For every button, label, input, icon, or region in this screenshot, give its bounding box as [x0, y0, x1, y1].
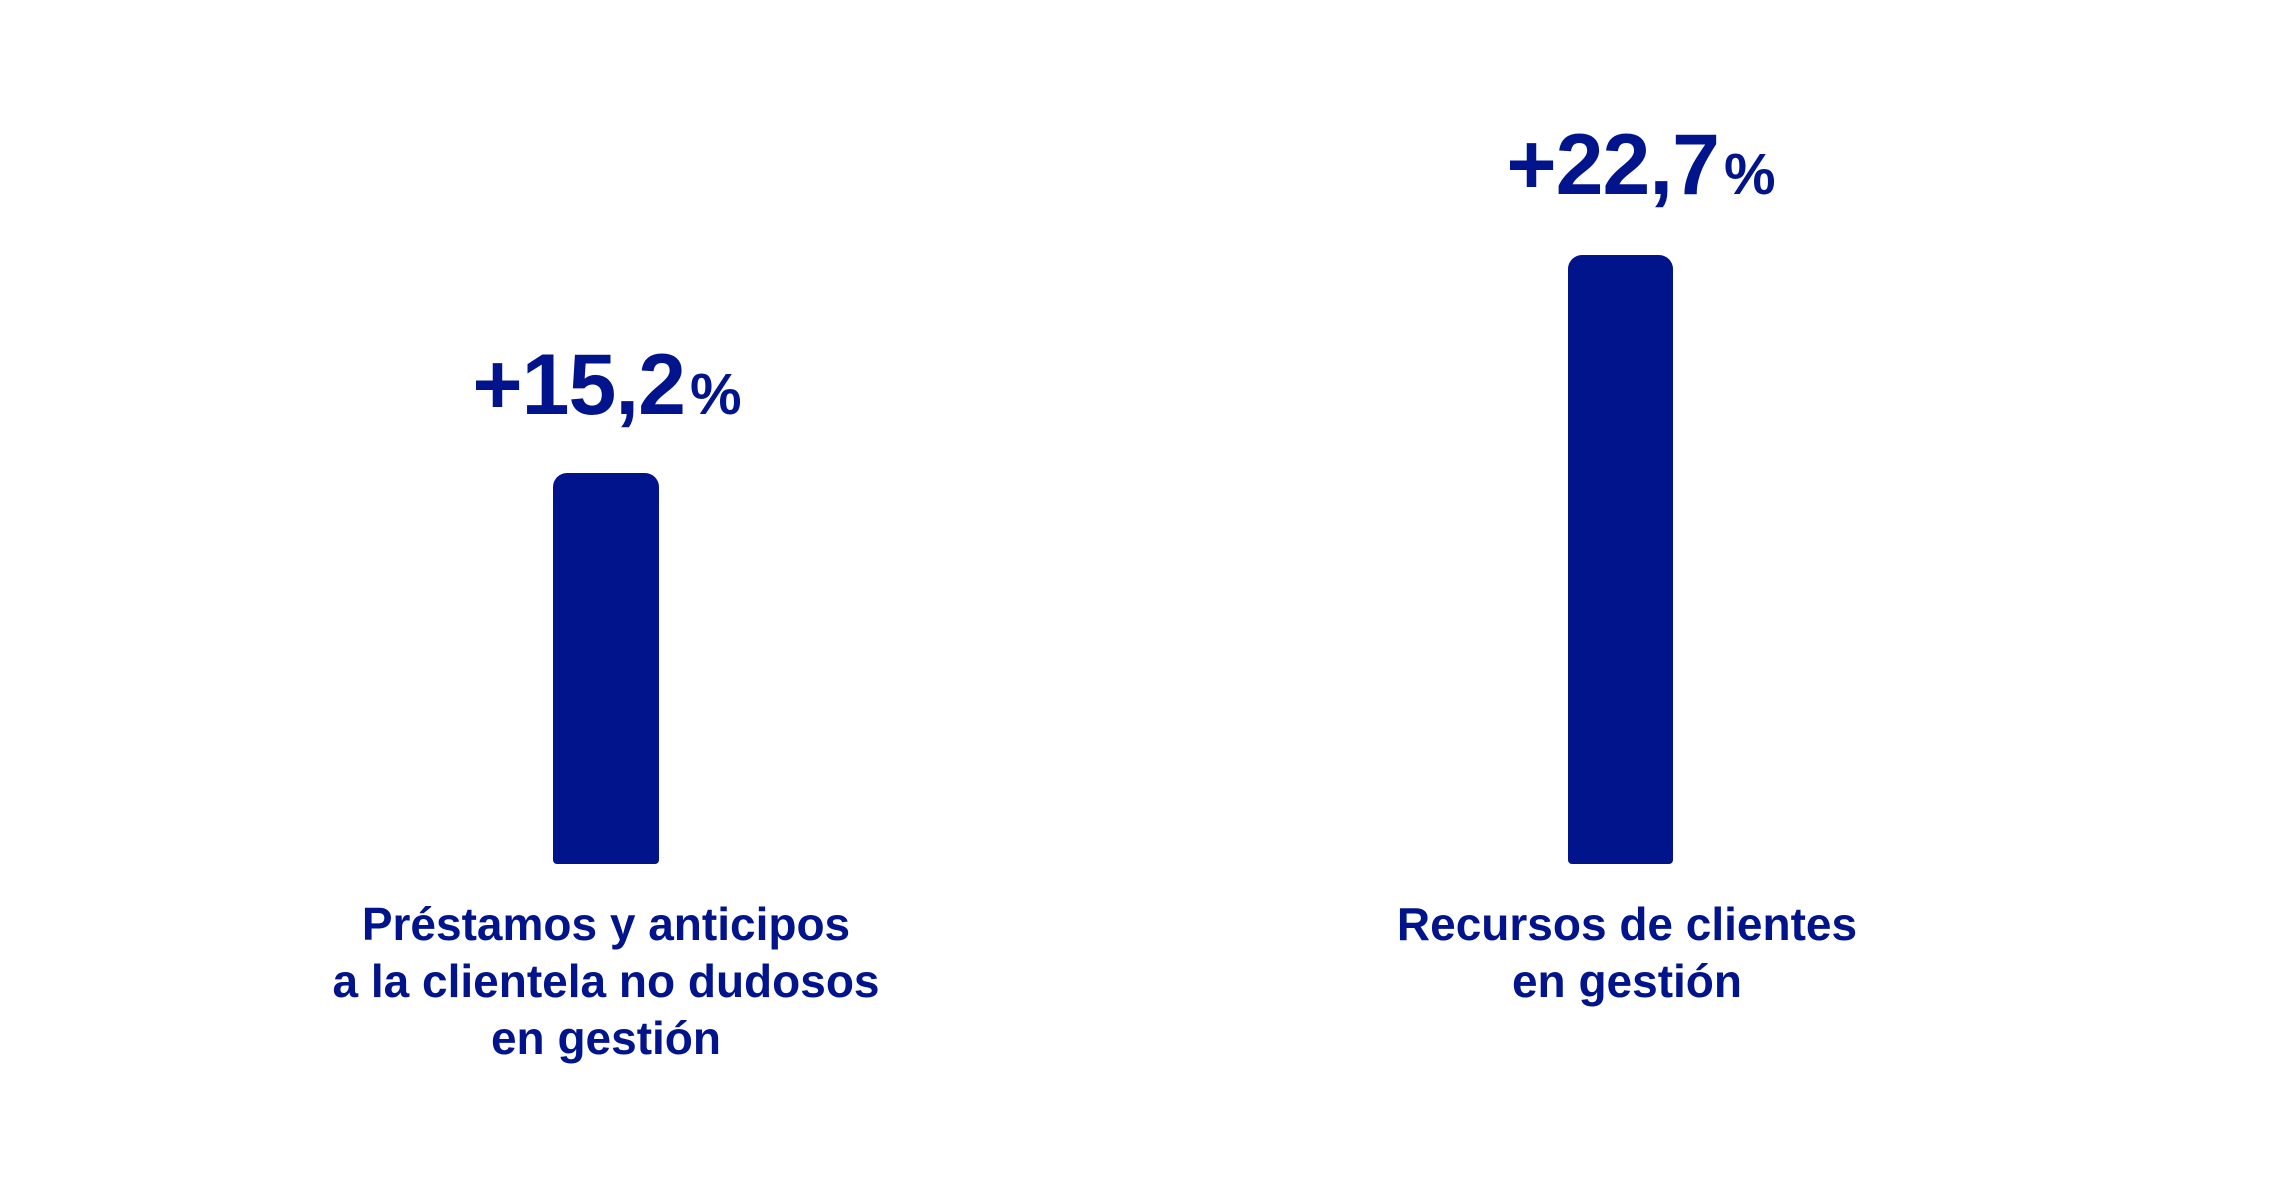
label-line-2: en gestión	[1511, 955, 1743, 1007]
label-line-3: en gestión	[490, 1012, 722, 1064]
percent-sign-resources: %	[1724, 142, 1776, 207]
label-line-1: Préstamos y anticipos	[361, 898, 851, 950]
label-line-2: a la clientela no dudosos	[332, 955, 880, 1007]
category-label-loans: Préstamos y anticipos a la clientela no …	[332, 896, 879, 1067]
value-label-resources: +22,7%	[1506, 122, 1775, 208]
bar-loans	[553, 473, 659, 864]
percent-sign-loans: %	[690, 362, 742, 427]
value-number-resources: +22,7	[1506, 117, 1720, 213]
category-label-resources: Recursos de clientes en gestión	[1397, 896, 1857, 1010]
value-label-loans: +15,2%	[472, 342, 741, 428]
value-number-loans: +15,2	[472, 337, 686, 433]
bar-resources	[1568, 255, 1673, 864]
label-line-1: Recursos de clientes	[1396, 898, 1858, 950]
